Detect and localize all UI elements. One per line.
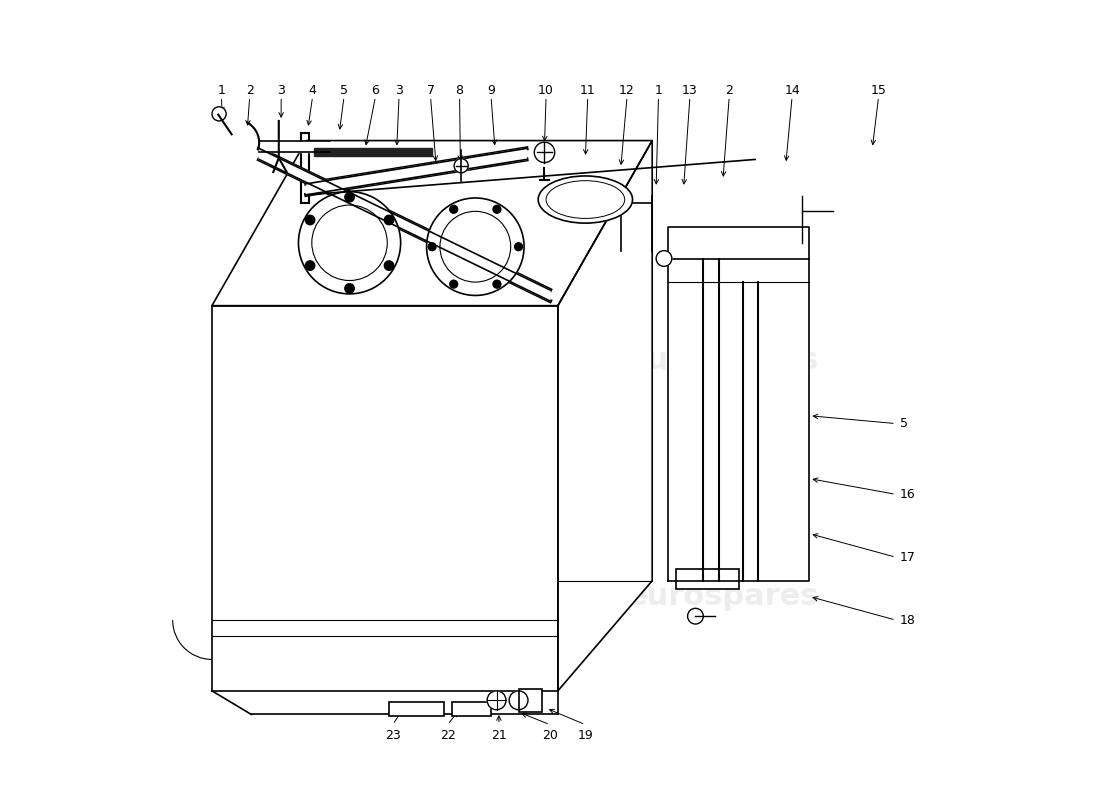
Text: 20: 20 xyxy=(542,729,558,742)
Text: 3: 3 xyxy=(395,84,403,98)
Polygon shape xyxy=(260,141,330,152)
Text: 1: 1 xyxy=(654,84,662,98)
Circle shape xyxy=(344,193,354,202)
Text: 2: 2 xyxy=(245,84,254,98)
Bar xyxy=(452,702,491,716)
Polygon shape xyxy=(668,227,810,581)
Circle shape xyxy=(427,198,524,295)
Circle shape xyxy=(493,206,500,213)
Text: 21: 21 xyxy=(491,729,507,742)
Circle shape xyxy=(535,142,554,162)
FancyArrowPatch shape xyxy=(248,122,260,150)
Text: 17: 17 xyxy=(900,550,915,564)
Circle shape xyxy=(454,158,469,173)
Ellipse shape xyxy=(538,176,632,223)
Bar xyxy=(675,569,739,589)
Text: 12: 12 xyxy=(619,84,635,98)
Circle shape xyxy=(656,250,672,266)
Polygon shape xyxy=(315,149,432,156)
Circle shape xyxy=(298,192,400,294)
Circle shape xyxy=(428,242,436,250)
Text: 15: 15 xyxy=(871,84,887,98)
Text: 18: 18 xyxy=(900,614,915,626)
Text: 19: 19 xyxy=(578,729,593,742)
Circle shape xyxy=(450,280,458,288)
Polygon shape xyxy=(260,149,550,301)
Text: 22: 22 xyxy=(440,729,455,742)
Text: 1: 1 xyxy=(218,84,226,98)
Text: 9: 9 xyxy=(487,84,495,98)
Text: 7: 7 xyxy=(427,84,434,98)
Text: eurospares: eurospares xyxy=(627,346,820,375)
Text: eurospares: eurospares xyxy=(257,582,450,611)
Circle shape xyxy=(515,242,522,250)
Text: 3: 3 xyxy=(277,84,285,98)
Text: 5: 5 xyxy=(340,84,348,98)
Text: 23: 23 xyxy=(385,729,400,742)
Text: eurospares: eurospares xyxy=(627,582,820,611)
Text: eurospares: eurospares xyxy=(257,346,450,375)
Polygon shape xyxy=(212,306,558,691)
Text: 8: 8 xyxy=(455,84,463,98)
Bar xyxy=(388,702,444,716)
Polygon shape xyxy=(306,149,527,195)
Circle shape xyxy=(509,691,528,710)
Polygon shape xyxy=(558,141,652,691)
Circle shape xyxy=(212,106,227,121)
Circle shape xyxy=(306,261,315,270)
Text: 16: 16 xyxy=(900,488,915,501)
Text: 5: 5 xyxy=(900,417,908,430)
Circle shape xyxy=(450,206,458,213)
Text: 10: 10 xyxy=(538,84,554,98)
Circle shape xyxy=(493,280,500,288)
Text: 6: 6 xyxy=(372,84,379,98)
Text: 11: 11 xyxy=(580,84,595,98)
Text: 14: 14 xyxy=(784,84,800,98)
Bar xyxy=(518,689,542,712)
Circle shape xyxy=(384,215,394,225)
Circle shape xyxy=(344,284,354,293)
Text: 13: 13 xyxy=(682,84,697,98)
Text: 2: 2 xyxy=(725,84,734,98)
Circle shape xyxy=(306,215,315,225)
Circle shape xyxy=(487,691,506,710)
Polygon shape xyxy=(212,141,652,306)
Text: 4: 4 xyxy=(309,84,317,98)
Circle shape xyxy=(384,261,394,270)
